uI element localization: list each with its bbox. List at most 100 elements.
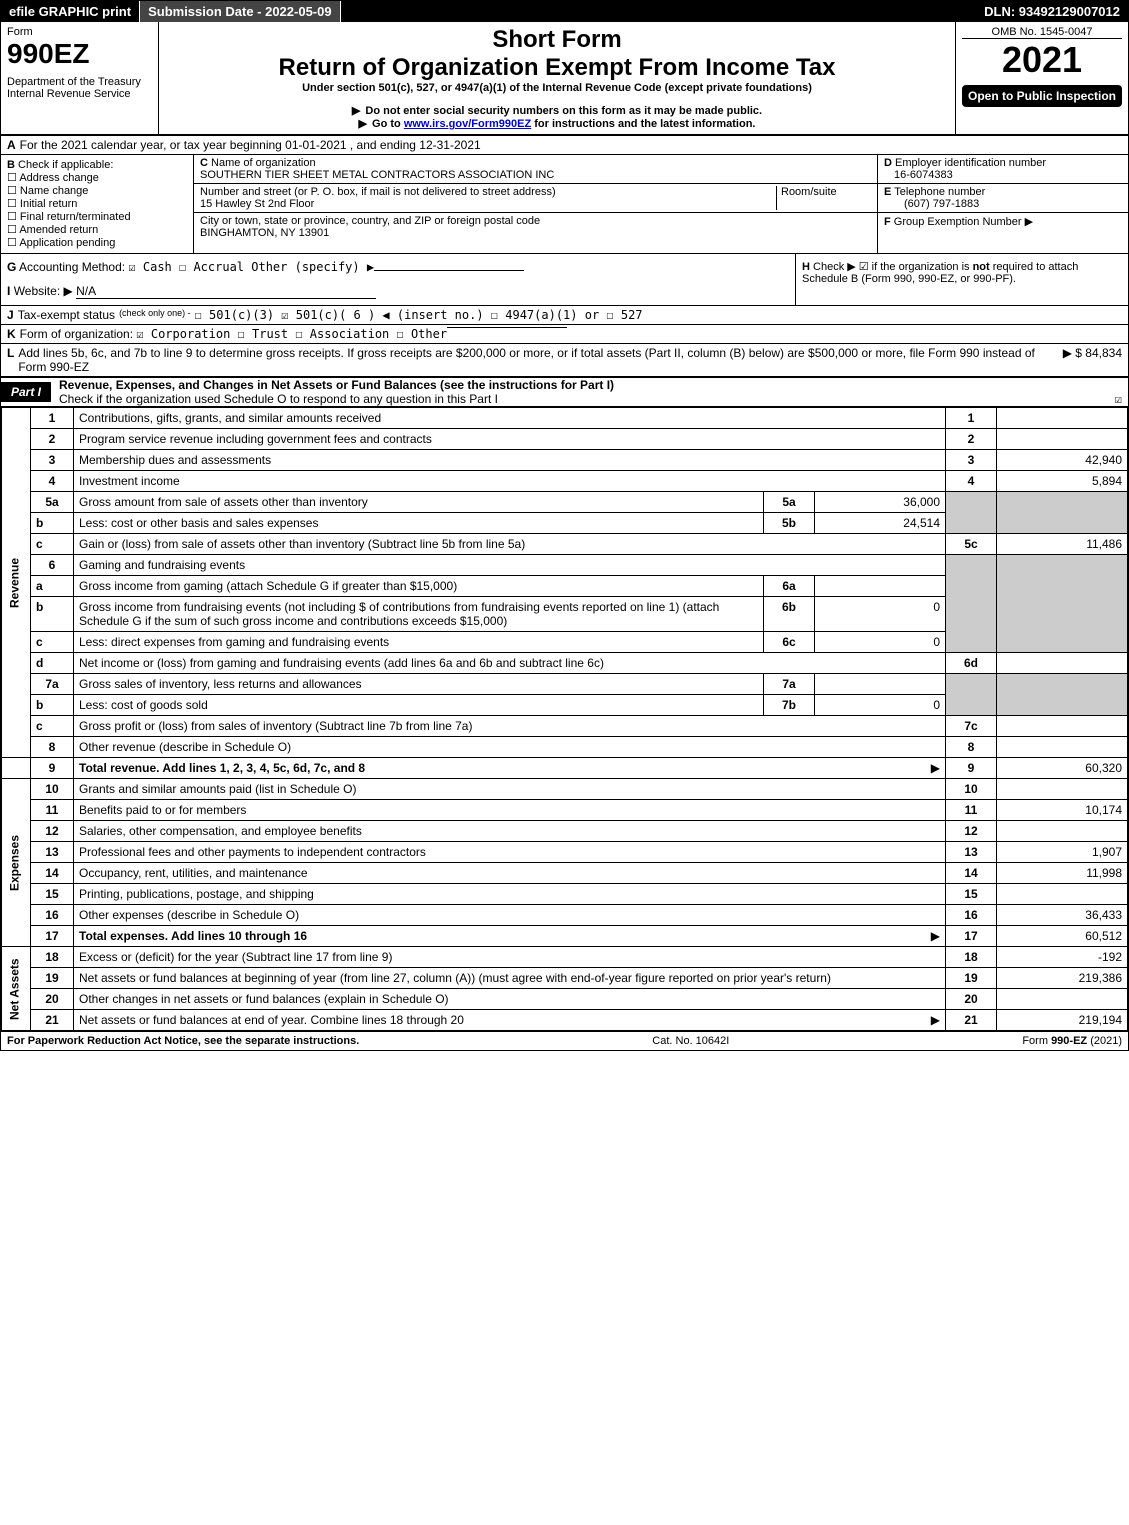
desc-6: Gaming and fundraising events <box>79 558 245 572</box>
return-title: Return of Organization Exempt From Incom… <box>165 54 949 82</box>
header-right: OMB No. 1545-0047 2021 Open to Public In… <box>955 22 1128 134</box>
short-form-title: Short Form <box>165 26 949 54</box>
shade-6 <box>946 555 997 653</box>
box-1: 1 <box>946 408 997 429</box>
box-11: 11 <box>946 800 997 821</box>
ln-15: 15 <box>31 884 74 905</box>
mbox-5a: 5a <box>764 492 815 513</box>
box-21: 21 <box>946 1010 997 1031</box>
desc-11: Benefits paid to or for members <box>79 803 246 817</box>
arrow-9: ▶ <box>931 761 940 775</box>
part1-title: Revenue, Expenses, and Changes in Net As… <box>59 378 614 392</box>
c-name-label: Name of organization <box>211 157 316 169</box>
desc-5c: Gain or (loss) from sale of assets other… <box>79 537 525 551</box>
box-4: 4 <box>946 471 997 492</box>
part1-label: Part I <box>1 382 51 402</box>
box-18: 18 <box>946 947 997 968</box>
irs-link[interactable]: www.irs.gov/Form990EZ <box>404 118 531 130</box>
desc-9: Total revenue. Add lines 1, 2, 3, 4, 5c,… <box>79 761 365 775</box>
amt-13: 1,907 <box>997 842 1128 863</box>
ln-13: 13 <box>31 842 74 863</box>
ln-5a: 5a <box>31 492 74 513</box>
mamt-6c: 0 <box>815 632 946 653</box>
ln-20: 20 <box>31 989 74 1010</box>
ln-21: 21 <box>31 1010 74 1031</box>
shade-7b <box>997 674 1128 716</box>
ln-2: 2 <box>31 429 74 450</box>
desc-16: Other expenses (describe in Schedule O) <box>79 908 299 922</box>
mamt-5a: 36,000 <box>815 492 946 513</box>
box-20: 20 <box>946 989 997 1010</box>
ssn-warning: Do not enter social security numbers on … <box>365 105 762 117</box>
arrow-icon <box>359 118 369 130</box>
dln: DLN: 93492129007012 <box>976 1 1128 22</box>
form-number: 990EZ <box>7 38 152 70</box>
row-A: A For the 2021 calendar year, or tax yea… <box>1 136 1128 155</box>
h-not: not <box>973 261 990 273</box>
box-10: 10 <box>946 779 997 800</box>
desc-8: Other revenue (describe in Schedule O) <box>79 740 291 754</box>
header: Form 990EZ Department of the Treasury In… <box>1 22 1128 136</box>
box-13: 13 <box>946 842 997 863</box>
sidelabel-revenue: Revenue <box>2 408 31 758</box>
ln-12: 12 <box>31 821 74 842</box>
k-opts: ☑ Corporation ☐ Trust ☐ Association ☐ Ot… <box>136 327 447 341</box>
amt-8 <box>997 737 1128 758</box>
k-label: Form of organization: <box>20 327 133 341</box>
h-label: Check ▶ ☑ if the organization is <box>813 261 973 273</box>
mamt-7b: 0 <box>815 695 946 716</box>
amt-11: 10,174 <box>997 800 1128 821</box>
desc-4: Investment income <box>79 474 180 488</box>
g-label: Accounting Method: <box>19 260 125 274</box>
desc-19: Net assets or fund balances at beginning… <box>79 971 831 985</box>
phone: (607) 797-1883 <box>884 198 979 210</box>
box-5c: 5c <box>946 534 997 555</box>
header-center: Short Form Return of Organization Exempt… <box>159 22 955 134</box>
e-label: Telephone number <box>894 186 985 198</box>
box-16: 16 <box>946 905 997 926</box>
ln-3: 3 <box>31 450 74 471</box>
j-sub: (check only one) - <box>119 308 191 318</box>
footer-left: For Paperwork Reduction Act Notice, see … <box>7 1035 359 1047</box>
ln-17: 17 <box>31 926 74 947</box>
sidelabel-netassets: Net Assets <box>2 947 31 1031</box>
desc-2: Program service revenue including govern… <box>79 432 432 446</box>
footer: For Paperwork Reduction Act Notice, see … <box>1 1031 1128 1050</box>
box-17: 17 <box>946 926 997 947</box>
omb-number: OMB No. 1545-0047 <box>962 26 1122 39</box>
amt-1 <box>997 408 1128 429</box>
desc-1: Contributions, gifts, grants, and simila… <box>79 411 381 425</box>
desc-7c: Gross profit or (loss) from sales of inv… <box>79 719 472 733</box>
ln-6a: a <box>31 576 74 597</box>
ein: 16-6074383 <box>884 169 953 181</box>
desc-5a: Gross amount from sale of assets other t… <box>79 495 368 509</box>
website: N/A <box>76 284 376 299</box>
mbox-7b: 7b <box>764 695 815 716</box>
arrow-icon <box>352 105 362 117</box>
amt-16: 36,433 <box>997 905 1128 926</box>
org-city: BINGHAMTON, NY 13901 <box>200 227 329 239</box>
label-A: A <box>7 138 16 152</box>
mbox-5b: 5b <box>764 513 815 534</box>
desc-20: Other changes in net assets or fund bala… <box>79 992 449 1006</box>
amt-18: -192 <box>997 947 1128 968</box>
desc-6b: Gross income from fundraising events (no… <box>79 600 719 628</box>
mamt-5b: 24,514 <box>815 513 946 534</box>
efile-print-label[interactable]: efile GRAPHIC print <box>1 1 139 22</box>
form-label: Form <box>7 26 152 38</box>
org-addr: 15 Hawley St 2nd Floor <box>200 198 314 210</box>
l-val: $ 84,834 <box>1075 346 1122 360</box>
opt-final: Final return/terminated <box>20 211 131 223</box>
desc-13: Professional fees and other payments to … <box>79 845 426 859</box>
ln-4: 4 <box>31 471 74 492</box>
desc-18: Excess or (deficit) for the year (Subtra… <box>79 950 392 964</box>
shade-6b <box>997 555 1128 653</box>
amt-17: 60,512 <box>997 926 1128 947</box>
opt-app: Application pending <box>19 237 115 249</box>
desc-12: Salaries, other compensation, and employ… <box>79 824 362 838</box>
row-L: L Add lines 5b, 6c, and 7b to line 9 to … <box>1 344 1128 377</box>
footer-cat: Cat. No. 10642I <box>652 1035 729 1047</box>
opt-name: Name change <box>20 185 89 197</box>
amt-5c: 11,486 <box>997 534 1128 555</box>
ln-7c: c <box>31 716 74 737</box>
